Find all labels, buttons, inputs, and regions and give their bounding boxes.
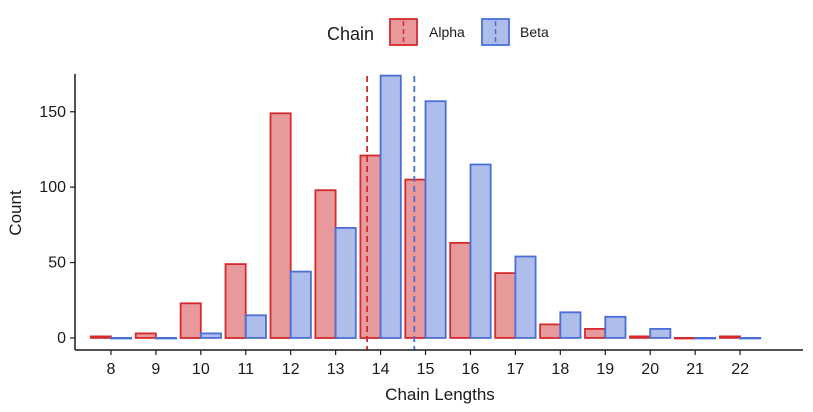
- x-tick-label-9: 9: [151, 361, 160, 378]
- bar-alpha-19: [584, 327, 607, 339]
- x-axis-title: Chain Lengths: [385, 385, 495, 404]
- x-tick-label-20: 20: [641, 361, 659, 378]
- x-tick-label-13: 13: [327, 361, 345, 378]
- bar-alpha-14: [359, 154, 382, 339]
- legend-title: Chain: [327, 24, 374, 44]
- x-tick-label-21: 21: [686, 361, 704, 378]
- x-tick-label-16: 16: [462, 361, 480, 378]
- bar-beta-21: [694, 336, 717, 340]
- bar-beta-22: [739, 336, 762, 340]
- x-tick-label-8: 8: [106, 361, 115, 378]
- x-tick-label-12: 12: [282, 361, 300, 378]
- bar-alpha-8: [89, 335, 112, 339]
- bar-alpha-22: [719, 335, 742, 339]
- bar-beta-15: [424, 100, 447, 339]
- bar-beta-10: [199, 332, 222, 339]
- bar-beta-11: [244, 314, 267, 339]
- bar-alpha-21: [674, 336, 697, 340]
- bar-alpha-12: [269, 112, 292, 339]
- bar-beta-8: [110, 336, 133, 340]
- x-tick-label-15: 15: [417, 361, 435, 378]
- x-tick-label-19: 19: [596, 361, 614, 378]
- bar-beta-19: [604, 315, 627, 339]
- bar-alpha-17: [494, 272, 517, 339]
- bar-alpha-16: [449, 241, 472, 339]
- y-tick-label-150: 150: [39, 104, 66, 121]
- legend-label-beta: Beta: [520, 24, 549, 40]
- bars: [89, 74, 762, 340]
- bar-beta-16: [469, 163, 492, 339]
- x-tick-label-14: 14: [372, 361, 390, 378]
- mean-lines: [366, 76, 416, 350]
- bar-alpha-18: [539, 323, 562, 339]
- x-tick-label-18: 18: [551, 361, 569, 378]
- bar-beta-18: [559, 311, 582, 339]
- y-tick-label-100: 100: [39, 179, 66, 196]
- x-tick-label-17: 17: [506, 361, 524, 378]
- bar-beta-12: [289, 270, 312, 339]
- legend: Chain Alpha Beta: [327, 18, 549, 46]
- bar-beta-17: [514, 255, 537, 339]
- x-tick-label-11: 11: [237, 361, 254, 378]
- bar-beta-13: [334, 226, 357, 339]
- axes: 0 50 100 150 8 9 10 11 12 13 14 15 16 17 18 19 20 21 22: [39, 74, 803, 378]
- bar-alpha-9: [134, 332, 157, 339]
- legend-label-alpha: Alpha: [429, 24, 465, 40]
- bar-beta-9: [154, 336, 177, 340]
- bar-alpha-13: [314, 189, 337, 339]
- bar-alpha-15: [404, 178, 427, 339]
- bar-beta-14: [379, 74, 402, 339]
- y-tick-label-0: 0: [57, 330, 66, 347]
- bar-beta-20: [649, 327, 672, 339]
- y-tick-label-50: 50: [48, 255, 66, 272]
- y-axis-title: Count: [6, 190, 25, 236]
- x-tick-label-10: 10: [192, 361, 210, 378]
- bar-alpha-11: [224, 263, 247, 339]
- bar-alpha-10: [179, 302, 202, 339]
- bar-alpha-20: [629, 335, 652, 339]
- x-tick-label-22: 22: [731, 361, 749, 378]
